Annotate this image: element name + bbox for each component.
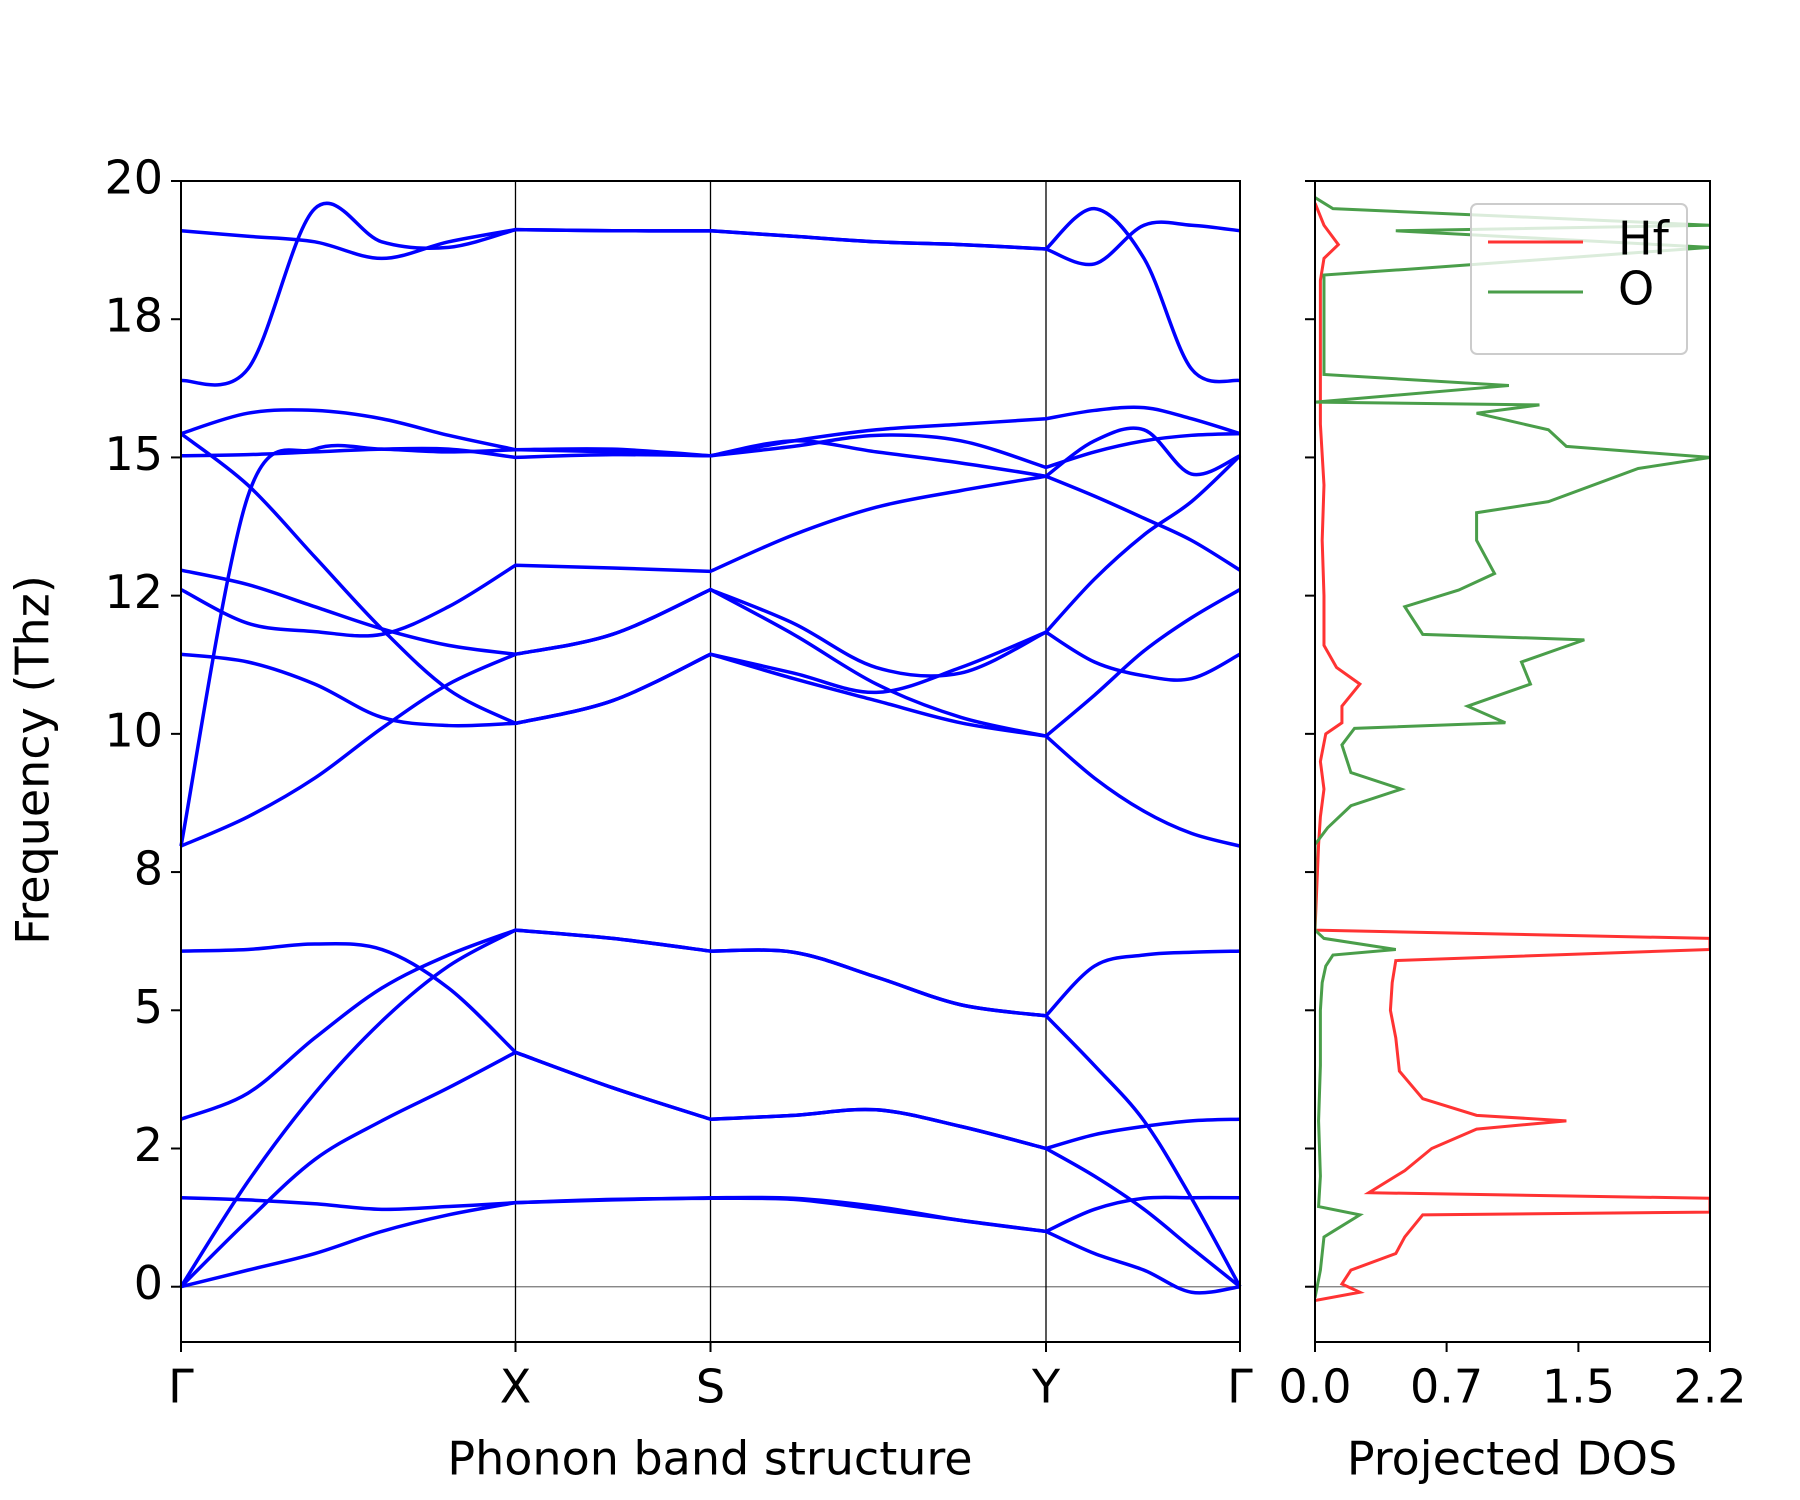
x-tick-label: 0.0: [1278, 1360, 1351, 1414]
dos-line: [1315, 196, 1710, 1299]
y-tick-label: 18: [104, 289, 163, 343]
y-tick-label: 15: [104, 427, 163, 481]
y-axis-label: Frequency (Thz): [6, 575, 60, 945]
y-tick-label: 12: [104, 565, 163, 619]
legend-label: O: [1618, 262, 1654, 316]
legend-label: Hf: [1618, 212, 1671, 266]
x-axis-label: Phonon band structure: [447, 1432, 972, 1486]
band-line: [180, 568, 1241, 682]
x-axis-label: Projected DOS: [1347, 1432, 1677, 1486]
band-line: [180, 474, 1241, 638]
band-line: [180, 1195, 1241, 1234]
x-tick-label: Γ: [168, 1360, 194, 1414]
y-tick-label: 10: [104, 703, 163, 757]
x-tick-label: 2.2: [1673, 1360, 1746, 1414]
x-tick-label: 0.7: [1410, 1360, 1483, 1414]
x-tick-label: Γ: [1227, 1360, 1253, 1414]
x-tick-label: Y: [1031, 1360, 1061, 1414]
band-line: [180, 206, 1241, 384]
band-line: [180, 405, 1241, 458]
x-tick-label: 1.5: [1542, 1360, 1615, 1414]
axes-frame: [180, 180, 1241, 1343]
y-tick-label: 5: [134, 980, 163, 1034]
y-tick-label: 0: [134, 1256, 163, 1310]
band-line: [179, 432, 1242, 726]
x-tick-label: S: [696, 1360, 725, 1414]
band-line: [180, 941, 1241, 1151]
axes-frame: [1314, 180, 1711, 1343]
dos-line: [1315, 202, 1710, 1303]
x-tick-label: X: [500, 1360, 532, 1414]
band-line: [180, 928, 1241, 1121]
y-tick-label: 20: [104, 151, 163, 205]
y-tick-label: 8: [134, 842, 163, 896]
band-line: [180, 587, 1241, 848]
y-tick-label: 2: [134, 1118, 163, 1172]
